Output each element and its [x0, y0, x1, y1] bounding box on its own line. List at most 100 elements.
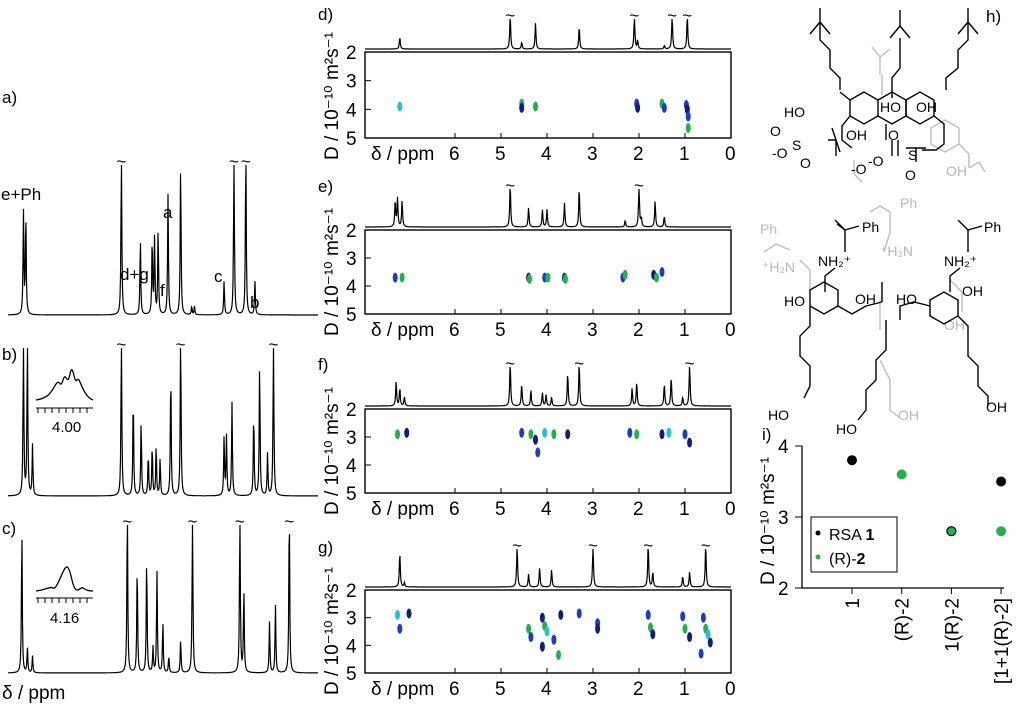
inset-b: 4.00 — [35, 369, 94, 436]
plot-i-legend: RSA 1 (R)-2 — [810, 516, 898, 573]
structure-label-oh-3: OH — [855, 291, 876, 307]
panel-d-dosy-spot — [519, 102, 525, 113]
panel-g-dosy-frame — [364, 589, 732, 674]
panel-f-ytick-label: 5 — [346, 484, 357, 505]
panel-g-xtick-label: 2 — [633, 679, 644, 700]
panel-g-dosy-spot — [650, 629, 656, 640]
panel-d-d-label: D / 10⁻¹⁰ m²s⁻¹ — [322, 32, 343, 160]
panel-e-dosy-spot — [527, 274, 533, 284]
panel-e-ytick-label: 3 — [346, 249, 357, 270]
structure-label-ph-2: Ph — [984, 219, 1001, 235]
panel-d-xtick-label: 5 — [495, 144, 506, 165]
panel-label-b: b) — [2, 345, 17, 364]
ppm-axis-label-c: δ / ppm — [2, 683, 65, 704]
legend-prefix-r2: (R)- — [829, 551, 857, 568]
panel-label-e: e) — [318, 177, 333, 196]
panel-d-xtick-label: 0 — [725, 144, 736, 165]
panel-d-tilde-1: ~ — [505, 6, 515, 25]
panel-g-dosy-spot — [705, 629, 711, 640]
panel-d-tilde-9: ~ — [682, 6, 692, 25]
structure-label-o-4: O — [905, 167, 916, 183]
panel-f-xtick-label: 4 — [541, 499, 552, 520]
structure-label-s-2: S — [908, 147, 917, 163]
legend-prefix-rsa1: RSA — [829, 527, 865, 544]
panel-e-dosy-spot — [399, 272, 405, 283]
panel-f-dosy-spot — [395, 429, 400, 440]
panel-a-tilde-12: ~ — [229, 152, 239, 171]
legend-label-rsa1: RSA 1 — [829, 527, 874, 544]
inset-b-label: 4.00 — [52, 419, 81, 436]
structure-label-ho-3: HO — [784, 293, 805, 309]
panel-g-xtick-label: 4 — [541, 679, 552, 700]
panel-g-ytick-label: 5 — [346, 664, 357, 685]
plot-i-ytick-label: 3 — [778, 508, 789, 529]
plot-i-ylabel: D / 10⁻¹⁰ m²s⁻¹ — [758, 457, 779, 585]
peak-label-f: f — [160, 281, 165, 300]
panel-g-dosy-spot — [551, 634, 557, 645]
panel-f-dosy-spot — [666, 427, 672, 438]
panel-f-dosy-spot — [535, 447, 541, 458]
plot-i-point-rsa1 — [996, 476, 1007, 487]
peak-label-ePh: e+Ph — [1, 185, 41, 204]
panel-label-d: d) — [318, 5, 333, 24]
panel-g-ppm-label: δ / ppm — [371, 679, 434, 700]
panel-g-dosy-spot — [595, 623, 601, 634]
panel-e-xtick-label: 6 — [449, 320, 460, 341]
panel-g-dosy-spot — [406, 608, 412, 619]
panel-e-dosy-spot — [562, 274, 568, 284]
panel-g-tilde-2: ~ — [512, 536, 522, 555]
panel-g-dosy-spot — [556, 650, 561, 661]
legend-marker-r2 — [815, 554, 821, 560]
panel-g-dosy-spot — [682, 623, 688, 634]
panel-f-ytick-label: 2 — [346, 400, 357, 421]
panel-d-xtick-label: 2 — [633, 144, 644, 165]
panel-g-dosy-spot — [576, 608, 582, 619]
panel-e-dosy-spot — [545, 272, 551, 283]
peak-label-c: c — [214, 267, 223, 286]
panel-f-ytick-label: 4 — [346, 456, 357, 477]
panel-d-ytick-label: 4 — [346, 100, 357, 121]
structure-label-o-minus-3: -O — [851, 161, 867, 177]
peak-label-dg: d+g — [120, 265, 149, 284]
panel-f-xtick-label: 1 — [679, 499, 690, 520]
panel-f-ytick-label: 3 — [346, 428, 357, 449]
panel-g-ytick-label: 4 — [346, 636, 357, 657]
panel-d-ppm-label: δ / ppm — [371, 144, 434, 165]
panel-b-tilde-11: ~ — [176, 335, 186, 354]
panel-g-dosy-spot — [526, 623, 532, 634]
panel-d-xtick-label: 1 — [679, 144, 690, 165]
panel-c-tilde-16: ~ — [284, 512, 294, 531]
panel-d-ytick-label: 5 — [346, 129, 357, 150]
panel-f-tilde-10: ~ — [574, 354, 584, 373]
panel-g-xtick-label: 6 — [449, 679, 460, 700]
structure-label-grey-h2n-2: ⁺H₂N — [880, 243, 913, 259]
panel-c-tilde-11: ~ — [188, 512, 198, 531]
plot-i-xtick-label: 1(R)-2 — [942, 598, 963, 652]
structure-label-oh-4: OH — [962, 283, 983, 299]
panel-e-ppm-label: δ / ppm — [371, 320, 434, 341]
panel-label-f: f) — [318, 355, 328, 374]
panel-e-xtick-label: 2 — [633, 320, 644, 341]
panel-f-xtick-label: 0 — [725, 499, 736, 520]
structure-label-ho-5: HO — [768, 407, 789, 423]
panel-d-xtick-label: 3 — [587, 144, 598, 165]
panel-d-ytick-label: 2 — [346, 43, 357, 64]
structure-label-oh-5: OH — [986, 399, 1007, 415]
panel-label-c: c) — [2, 519, 16, 538]
panel-g-ytick-label: 3 — [346, 609, 357, 630]
panel-d-dosy-spot — [661, 102, 667, 113]
panel-g-xtick-label: 1 — [679, 679, 690, 700]
panel-label-a: a) — [2, 88, 17, 107]
panel-e-ytick-label: 2 — [346, 221, 357, 242]
plot-i-point-r2 — [896, 469, 907, 480]
inset-c-label: 4.16 — [50, 610, 79, 627]
panel-f-xtick-label: 3 — [587, 499, 598, 520]
panel-g-dosy-spot — [395, 609, 400, 620]
panel-g-ytick-label: 2 — [346, 581, 357, 602]
panel-e-xtick-label: 1 — [679, 320, 690, 341]
panel-label-h: h) — [986, 7, 1001, 26]
structure-label-oh-2: OH — [916, 99, 937, 115]
structure-label-grey-h2n: ⁺H₂N — [762, 259, 795, 275]
